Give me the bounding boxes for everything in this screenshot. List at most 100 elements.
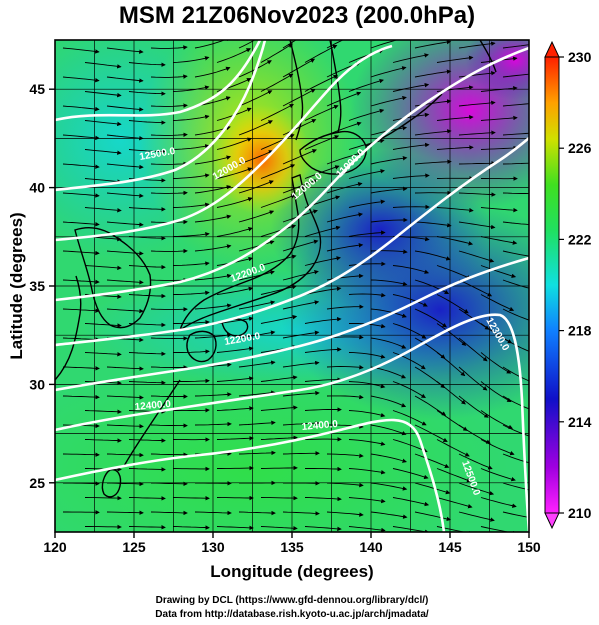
streamline [216,137,253,150]
streamline [392,173,430,179]
streamline [62,47,100,54]
streamline [172,85,210,92]
coast-korea [74,227,152,329]
streamline [216,406,254,411]
streamline [502,453,529,464]
streamline [436,294,469,314]
streamline [458,366,488,391]
streamline [282,270,319,281]
streamline [414,308,447,328]
streamline [436,145,474,150]
streamline [436,114,474,121]
streamline [238,390,276,397]
streamlines [62,40,529,532]
streamline [326,482,364,488]
streamline [238,420,276,426]
streamline [370,95,407,107]
streamline [282,88,316,107]
streamline [260,254,297,266]
streamline [106,308,144,314]
streamline [392,410,427,426]
streamline [414,511,452,522]
streamline [150,190,188,196]
streamline [414,40,452,49]
streamline [238,90,273,107]
streamline [458,453,493,470]
streamline [502,482,529,491]
streamline [304,135,340,150]
streamline [216,167,253,179]
streamline [326,212,363,223]
streamline [106,395,144,400]
streamline [150,423,188,428]
streamline [414,250,451,261]
plot-area: 12500.0 12000.0 12000.0 11900.0 12200.0 … [55,40,529,532]
streamline [106,510,144,515]
streamline [414,129,452,136]
colorbar-tick-label: 222 [568,231,592,247]
streamline [106,105,144,112]
streamline [172,56,210,63]
coast-kamchatka [479,40,497,73]
streamline [370,511,408,519]
streamline [304,496,342,502]
streamline [62,163,100,169]
streamline [414,395,447,416]
streamline [304,105,339,121]
contour-1 [55,40,262,122]
streamline [502,395,529,410]
streamline [458,424,491,444]
colorbar: 230 226 222 218 214 210 [544,40,592,530]
streamline [128,496,166,501]
streamline [458,130,496,136]
streamline [282,420,320,426]
streamline [217,465,254,471]
streamline [392,381,426,398]
streamline [216,197,253,208]
streamline [260,104,295,121]
streamline [502,132,529,136]
streamline [326,40,344,49]
streamline [414,424,448,442]
streamline [150,510,188,516]
streamline [282,360,320,368]
colorbar-tick-label: 214 [568,414,592,430]
streamline [84,265,122,271]
streamline [238,240,275,252]
streamline [216,286,254,295]
streamline [106,47,144,54]
streamline [84,91,122,98]
streamline [106,279,144,285]
streamline [348,169,385,179]
streamline [436,468,472,483]
streamline [84,409,122,414]
streamline [458,100,496,107]
streamline [502,308,529,321]
streamline [480,410,514,429]
streamline [480,497,517,508]
streamline [370,395,407,408]
streamline [370,453,407,463]
streamline [260,525,298,531]
streamline [282,300,320,310]
streamline [62,452,100,457]
streamline [238,300,276,310]
streamline [216,316,254,324]
streamline [62,221,100,227]
streamline [282,149,317,165]
x-axis-ticks: 120 125 130 135 140 145 150 [43,532,541,555]
streamline [62,279,100,285]
colorbar-bottom-arrow [544,512,560,530]
streamline [84,438,122,443]
streamline [348,138,385,150]
streamline [502,511,529,518]
streamline [282,451,320,456]
streamline [480,207,518,213]
streamline [414,221,452,228]
streamline [238,150,274,165]
streamline [458,221,496,230]
streamline [305,466,342,472]
streamline [84,495,122,501]
streamline [150,248,188,254]
coast-ryukyu [123,379,181,467]
